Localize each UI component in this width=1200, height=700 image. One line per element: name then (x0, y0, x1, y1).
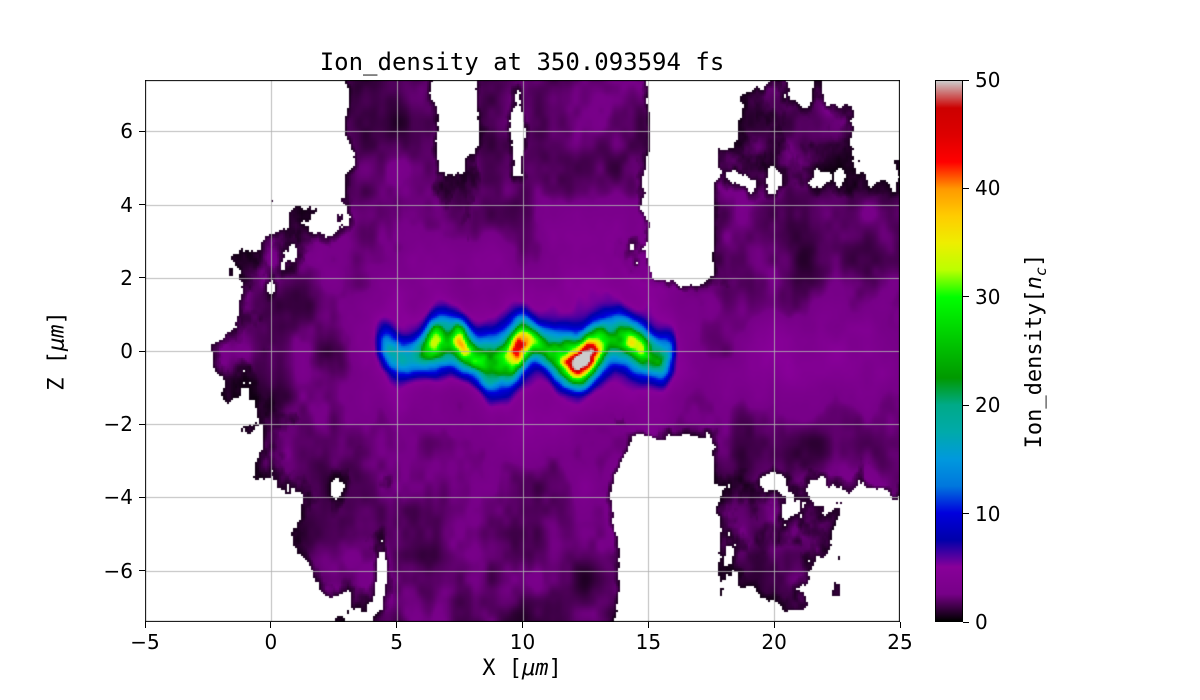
y-tick-label: 2 (120, 265, 133, 290)
colorbar-tick-label: 10 (975, 501, 1001, 526)
y-tick-label: 4 (120, 192, 133, 217)
colorbar-tick-mark (963, 296, 969, 298)
x-tick-label: 20 (761, 630, 787, 654)
y-axis-label: Z [μm] (45, 311, 70, 391)
x-tick-mark (522, 622, 523, 628)
colorbar-tick-mark (963, 621, 969, 623)
y-tick-label: −4 (103, 485, 133, 510)
colorbar-tick-label: 30 (975, 284, 1001, 309)
x-tick-mark (144, 622, 146, 628)
y-axis-label-prefix: Z [ (44, 351, 70, 391)
x-tick-mark (396, 622, 398, 628)
x-axis-label-suffix: ] (548, 656, 562, 681)
y-tick-label: −6 (103, 558, 133, 583)
x-tick-label: 5 (390, 630, 404, 654)
x-tick-label: 25 (887, 630, 913, 654)
y-tick-mark (139, 423, 145, 425)
x-tick-label: 15 (635, 630, 662, 654)
x-axis-label-unit: μm (522, 656, 549, 681)
x-tick-label: 10 (509, 630, 536, 654)
y-tick-mark (139, 277, 145, 279)
x-tick-label: 0 (264, 630, 278, 654)
colorbar-tick-mark (963, 79, 969, 81)
y-tick-mark (139, 350, 145, 352)
colorbar-tick-mark (963, 513, 969, 515)
x-tick-mark (270, 622, 272, 628)
colorbar-tick-mark (963, 187, 969, 189)
colorbar-tick-label: 0 (975, 610, 988, 634)
heatmap-canvas (145, 80, 900, 622)
colorbar-tick-label: 50 (975, 68, 1001, 92)
y-axis-label-suffix: ] (44, 311, 70, 325)
y-tick-mark (139, 204, 145, 205)
y-tick-label: 0 (120, 339, 133, 363)
y-axis-label-unit: μm (44, 324, 70, 352)
colorbar-label-sub: c (1032, 266, 1051, 277)
colorbar-label: Ion_density[nc] (1022, 254, 1050, 449)
y-tick-mark (139, 570, 145, 572)
y-tick-mark (139, 496, 145, 498)
y-tick-label: −2 (103, 412, 133, 437)
colorbar-label-var: n (1021, 276, 1047, 290)
colorbar-tick-mark (963, 404, 969, 406)
colorbar (935, 80, 963, 622)
x-axis-label: X [μm] (482, 656, 562, 681)
colorbar-tick-label: 40 (975, 176, 1001, 201)
x-axis-label-prefix: X [ (482, 656, 522, 681)
x-tick-mark (647, 622, 649, 628)
colorbar-tick-label: 20 (975, 393, 1001, 418)
colorbar-label-suffix: ] (1021, 253, 1047, 267)
colorbar-label-prefix: Ion_density[ (1021, 289, 1047, 449)
x-tick-mark (773, 622, 775, 628)
chart-title: Ion_density at 350.093594 fs (319, 48, 725, 76)
y-tick-mark (139, 130, 145, 132)
x-tick-label: −5 (130, 630, 160, 654)
x-tick-mark (899, 622, 901, 628)
y-tick-label: 6 (120, 119, 133, 144)
